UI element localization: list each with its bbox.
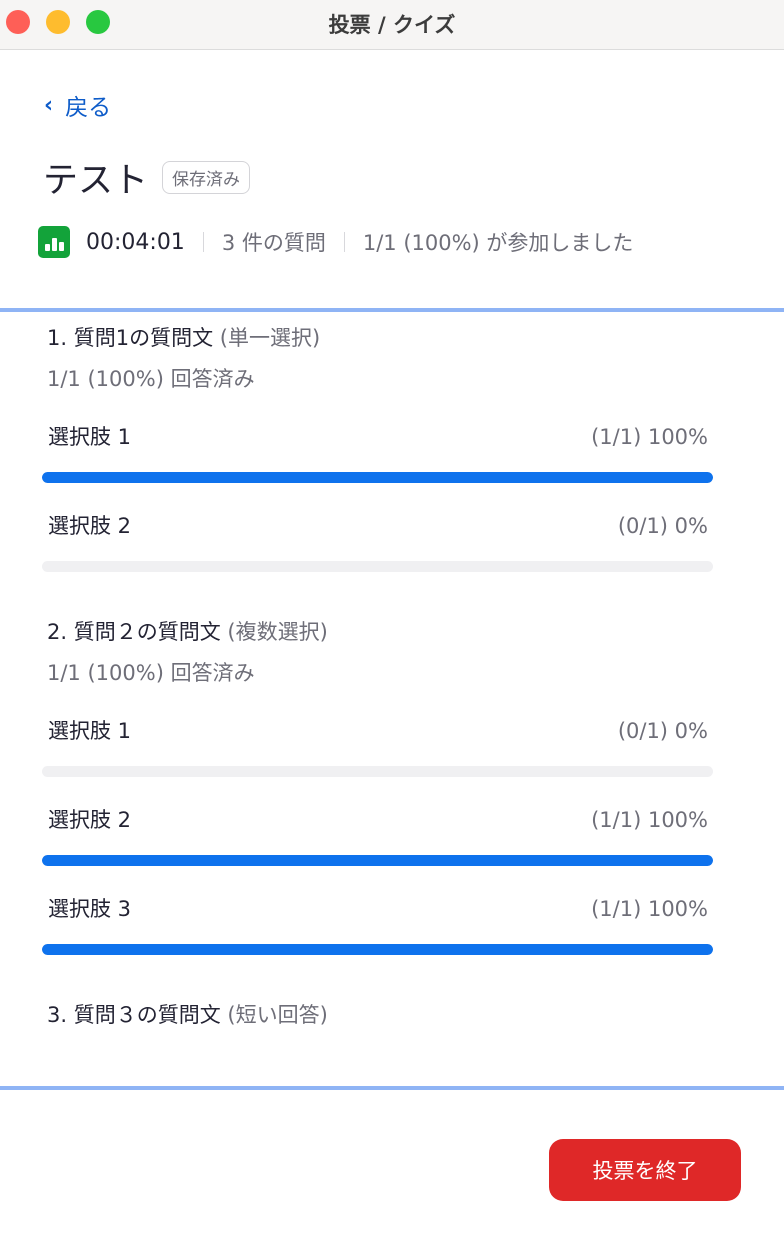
answered-count: 1/1 (100%) 回答済み [47,367,255,391]
poll-header: テスト 保存済み [43,152,251,203]
window-title: 投票 / クイズ [328,13,456,37]
option-label: 選択肢 3 [48,897,132,921]
zoom-window-button[interactable] [86,10,110,34]
result-bar [42,561,713,572]
chevron-left-icon: ‹ [44,92,54,118]
result-bar [42,766,713,777]
option-percent: (1/1) 100% [591,808,708,832]
poll-stats: 00:04:01 3 件の質問 1/1 (100%) が参加しました [38,226,633,258]
result-bar-fill [42,855,713,866]
option-result: 選択肢 1 (0/1) 0% [42,716,714,777]
close-window-button[interactable] [6,10,30,34]
participation: 1/1 (100%) が参加しました [362,231,634,255]
option-percent: (1/1) 100% [591,897,708,921]
option-label: 選択肢 2 [48,808,132,832]
option-result: 選択肢 2 (1/1) 100% [42,805,714,866]
title-bar: 投票 / クイズ [0,0,784,50]
result-bar [42,855,713,866]
option-result: 選択肢 1 (1/1) 100% [42,422,714,483]
question-title: 1. 質問1の質問文 (単一選択) [47,322,714,354]
option-result: 選択肢 2 (0/1) 0% [42,511,714,572]
question-title: 2. 質問２の質問文 (複数選択) [47,616,714,648]
elapsed-timer: 00:04:01 [86,229,185,255]
question-text: 1. 質問1の質問文 [47,326,214,350]
result-bar-fill [42,472,713,483]
question-count: 3 件の質問 [221,231,326,255]
poll-chart-icon [38,226,70,258]
result-bar [42,944,713,955]
question-block: 1. 質問1の質問文 (単一選択) 1/1 (100%) 回答済み 選択肢 1 (1… [0,322,784,572]
back-link[interactable]: ‹ 戻る [44,88,111,122]
option-percent: (0/1) 0% [617,719,708,743]
back-label: 戻る [65,95,112,121]
question-title: 3. 質問３の質問文 (短い回答) [47,999,714,1031]
minimize-window-button[interactable] [46,10,70,34]
result-bar [42,472,713,483]
question-type: (短い回答) [227,1003,328,1027]
question-type: (複数選択) [227,620,328,644]
option-result: 選択肢 3 (1/1) 100% [42,894,714,955]
answered-count: 1/1 (100%) 回答済み [47,661,255,685]
divider [202,232,204,252]
question-text: 3. 質問３の質問文 [47,1003,221,1027]
result-bar-fill [42,944,713,955]
question-text: 2. 質問２の質問文 [47,620,221,644]
end-poll-button[interactable]: 投票を終了 [549,1139,741,1201]
option-percent: (1/1) 100% [591,425,708,449]
option-label: 選択肢 1 [48,719,132,743]
status-badge: 保存済み [162,161,251,194]
divider [343,232,345,252]
question-type: (単一選択) [219,326,321,350]
poll-title: テスト [43,161,149,201]
option-label: 選択肢 1 [48,425,132,449]
question-block: 3. 質問３の質問文 (短い回答) [0,999,784,1031]
option-percent: (0/1) 0% [617,514,708,538]
option-label: 選択肢 2 [48,514,132,538]
results-scroll-area[interactable]: 1. 質問1の質問文 (単一選択) 1/1 (100%) 回答済み 選択肢 1 (1… [0,308,784,1090]
question-block: 2. 質問２の質問文 (複数選択) 1/1 (100%) 回答済み 選択肢 1 (0… [0,616,784,955]
